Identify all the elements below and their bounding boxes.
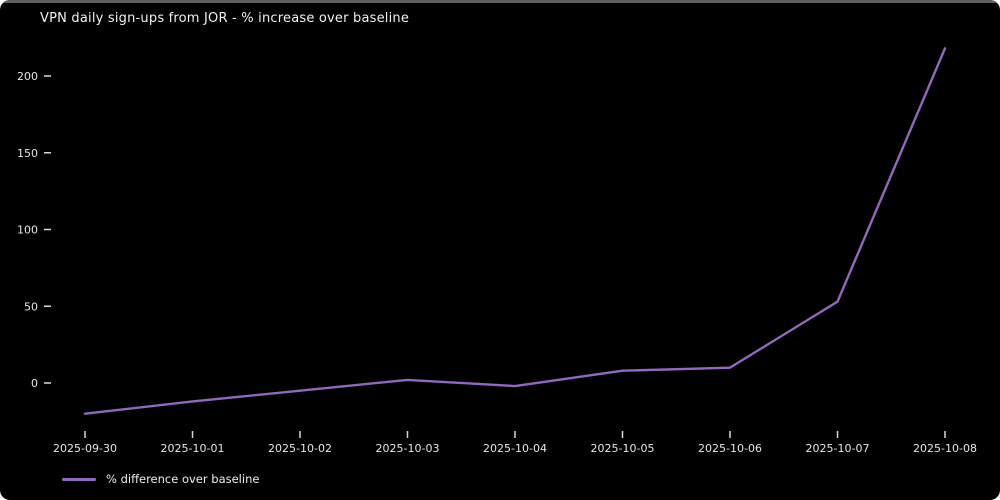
x-tick-label: 2025-10-02 — [268, 442, 332, 455]
data-line — [83, 47, 947, 415]
y-tick-label: 0 — [31, 377, 38, 390]
x-tick-label: 2025-10-05 — [591, 442, 655, 455]
chart-title: VPN daily sign-ups from JOR - % increase… — [40, 11, 410, 26]
x-tick-label: 2025-10-04 — [483, 442, 547, 455]
x-tick-label: 2025-10-07 — [806, 442, 870, 455]
x-tick-label: 2025-10-08 — [913, 442, 977, 455]
x-tick-label: 2025-09-30 — [53, 442, 117, 455]
y-tick-label: 50 — [24, 300, 38, 313]
window-top-edge — [0, 0, 1000, 3]
legend-line-swatch-icon — [62, 477, 96, 481]
y-tick-label: 100 — [17, 224, 38, 237]
x-tick-label: 2025-10-03 — [376, 442, 440, 455]
y-tick-label: 200 — [17, 70, 38, 83]
chart-legend: % difference over baseline — [62, 472, 259, 486]
y-tick-label: 150 — [17, 147, 38, 160]
x-tick-label: 2025-10-06 — [698, 442, 762, 455]
x-tick-label: 2025-10-01 — [161, 442, 225, 455]
legend-label: % difference over baseline — [106, 472, 260, 486]
